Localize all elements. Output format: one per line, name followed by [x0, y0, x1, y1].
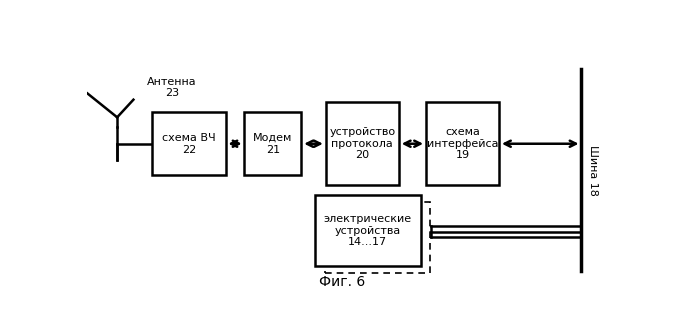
Bar — [315, 195, 421, 266]
Text: схема ВЧ
22: схема ВЧ 22 — [162, 133, 216, 155]
Text: Антенна
23: Антенна 23 — [147, 77, 196, 98]
Text: Фиг. 6: Фиг. 6 — [319, 274, 365, 288]
Bar — [324, 202, 431, 273]
Bar — [152, 112, 226, 175]
Text: устройство
протокола
20: устройство протокола 20 — [329, 127, 396, 160]
Bar — [426, 102, 499, 185]
Text: электрические
устройства
14...17: электрические устройства 14...17 — [324, 214, 412, 247]
Text: схема
интерфейса
19: схема интерфейса 19 — [427, 127, 498, 160]
Text: Шина 18: Шина 18 — [589, 145, 598, 196]
Bar — [245, 112, 301, 175]
Bar — [326, 102, 399, 185]
Text: Модем
21: Модем 21 — [253, 133, 293, 155]
